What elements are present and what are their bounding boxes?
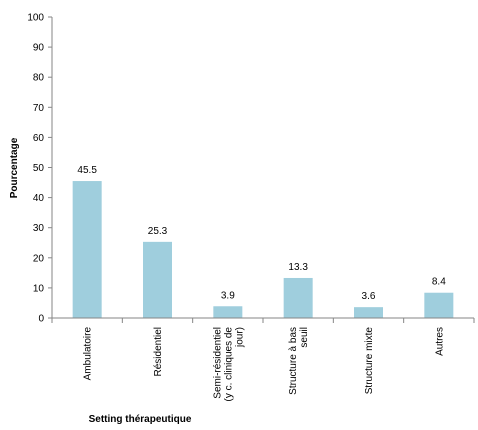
bar [213,306,243,318]
x-tick-label: Ambulatoire [83,327,94,381]
y-axis-ticks: 0 10 20 30 40 50 60 70 80 90 100 [27,13,52,325]
bar-value-label: 13.3 [288,262,308,273]
bar-value-label: 3.9 [221,290,235,301]
x-axis-title: Setting thérapeutique [89,414,192,425]
x-tick-label: Semi-résidentiel (y c. cliniques de jour) [212,327,245,402]
y-tick-label: 0 [38,314,44,325]
bar [72,181,102,318]
y-axis-title: Pourcentage [9,137,20,198]
y-tick-label: 40 [33,193,45,204]
y-tick-label: 20 [33,253,45,264]
bar [143,241,172,318]
bar [424,292,454,318]
x-tick-label-line: Résidentiel [153,327,164,376]
bar [283,277,313,318]
y-tick-label: 60 [33,133,45,144]
x-tick-label-line: jour) [234,327,245,348]
bars [72,181,454,318]
bar [354,307,383,318]
x-tick-label: Résidentiel [153,327,164,376]
x-tick-label: Structure à bas seuil [288,327,310,395]
y-tick-label: 30 [33,223,45,234]
y-tick-label: 80 [33,73,45,84]
x-tick-label: Structure mixte [364,327,375,395]
x-axis-tick-labels: Ambulatoire Résidentiel Semi-résidentiel (y… [83,327,446,402]
bar-value-label: 45.5 [77,165,97,176]
bar-value-label: 3.6 [362,291,376,302]
x-tick-label-line: Ambulatoire [83,327,94,381]
x-tick-label-line: seuil [299,327,310,348]
x-tick-label-line: Structure à bas [288,327,299,395]
x-tick-label-line: Autres [434,327,445,356]
y-tick-label: 100 [27,13,44,24]
x-tick-label-line: Structure mixte [364,327,375,395]
data-labels: 45.5 25.3 3.9 13.3 3.6 8.4 [77,165,446,302]
y-tick-label: 50 [33,163,45,174]
y-tick-label: 70 [33,103,45,114]
y-tick-label: 90 [33,43,45,54]
x-tick-label-line: (y c. cliniques de [223,327,234,402]
y-tick-label: 10 [33,283,45,294]
bar-value-label: 8.4 [432,277,446,288]
x-axis-ticks [51,318,475,323]
x-tick-label-line: Semi-résidentiel [212,327,223,399]
x-tick-label: Autres [434,327,445,356]
bar-value-label: 25.3 [148,226,168,237]
